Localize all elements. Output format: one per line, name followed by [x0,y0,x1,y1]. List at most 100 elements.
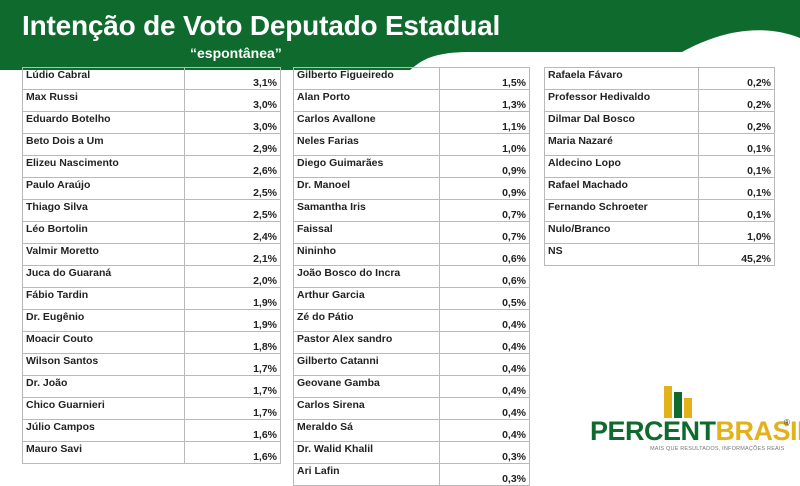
vote-percentage: 0,5% [439,287,530,310]
table-row: Thiago Silva 2,5% [22,199,281,222]
vote-percentage: 0,7% [439,199,530,222]
vote-percentage: 2,4% [184,221,281,244]
vote-percentage: 0,7% [439,221,530,244]
table-row: Neles Farias 1,0% [293,133,530,156]
candidate-name: Maria Nazaré [544,133,699,156]
candidate-name: Carlos Sirena [293,397,440,420]
table-row: Dr. Manoel 0,9% [293,177,530,200]
table-row: Fernando Schroeter 0,1% [544,199,775,222]
results-table-column-2: Gilberto Figueiredo 1,5% Alan Porto 1,3% Car… [293,67,530,486]
vote-percentage: 1,9% [184,287,281,310]
vote-percentage: 0,1% [698,133,775,156]
table-row: João Bosco do Incra 0,6% [293,265,530,288]
table-row: Chico Guarnieri 1,7% [22,397,281,420]
candidate-name: Professor Hedivaldo [544,89,699,112]
candidate-name: Lúdio Cabral [22,67,185,90]
table-row: Geovane Gamba 0,4% [293,375,530,398]
vote-percentage: 1,1% [439,111,530,134]
title-banner: Intenção de Voto Deputado Estadual “espo… [0,0,800,70]
table-row: Mauro Savi 1,6% [22,441,281,464]
results-table-column-3: Rafaela Fávaro 0,2% Professor Hedivaldo 0,2… [544,67,775,266]
table-row: Max Russi 3,0% [22,89,281,112]
table-row: Dr. João 1,7% [22,375,281,398]
table-row: Lúdio Cabral 3,1% [22,67,281,90]
candidate-name: Geovane Gamba [293,375,440,398]
candidate-name: Nulo/Branco [544,221,699,244]
candidate-name: Moacir Couto [22,331,185,354]
table-row: Léo Bortolin 2,4% [22,221,281,244]
candidate-name: João Bosco do Incra [293,265,440,288]
candidate-name: NS [544,243,699,266]
vote-percentage: 0,4% [439,309,530,332]
vote-percentage: 0,4% [439,331,530,354]
candidate-name: Thiago Silva [22,199,185,222]
vote-percentage: 0,1% [698,177,775,200]
vote-percentage: 0,4% [439,397,530,420]
candidate-name: Valmir Moretto [22,243,185,266]
table-row: Juca do Guaraná 2,0% [22,265,281,288]
vote-percentage: 1,7% [184,353,281,376]
vote-percentage: 1,6% [184,441,281,464]
candidate-name: Fernando Schroeter [544,199,699,222]
table-row: Meraldo Sá 0,4% [293,419,530,442]
candidate-name: Arthur Garcia [293,287,440,310]
banner-shape [0,0,800,70]
candidate-name: Wilson Santos [22,353,185,376]
vote-percentage: 2,5% [184,199,281,222]
table-row: Pastor Alex sandro 0,4% [293,331,530,354]
candidate-name: Fábio Tardin [22,287,185,310]
candidate-name: Eduardo Botelho [22,111,185,134]
table-row: Dr. Eugênio 1,9% [22,309,281,332]
vote-percentage: 1,9% [184,309,281,332]
candidate-name: Nininho [293,243,440,266]
vote-percentage: 0,6% [439,265,530,288]
candidate-name: Alan Porto [293,89,440,112]
candidate-name: Dr. João [22,375,185,398]
logo-tagline: MAIS QUE RESULTADOS, INFORMAÇÕES REAIS [650,446,785,452]
table-row: Elizeu Nascimento 2,6% [22,155,281,178]
candidate-name: Aldecino Lopo [544,155,699,178]
table-row: Fábio Tardin 1,9% [22,287,281,310]
candidate-name: Faissal [293,221,440,244]
results-table-column-1: Lúdio Cabral 3,1% Max Russi 3,0% Eduardo Bot… [22,67,281,464]
table-row: Rafaela Fávaro 0,2% [544,67,775,90]
table-row: Gilberto Figueiredo 1,5% [293,67,530,90]
candidate-name: Dr. Walid Khalil [293,441,440,464]
vote-percentage: 3,0% [184,111,281,134]
table-row: Valmir Moretto 2,1% [22,243,281,266]
table-row: Nininho 0,6% [293,243,530,266]
candidate-name: Zé do Pátio [293,309,440,332]
vote-percentage: 1,5% [439,67,530,90]
table-row: Rafael Machado 0,1% [544,177,775,200]
candidate-name: Dilmar Dal Bosco [544,111,699,134]
vote-percentage: 2,5% [184,177,281,200]
page-title: Intenção de Voto Deputado Estadual [22,10,501,41]
table-row: Dr. Walid Khalil 0,3% [293,441,530,464]
candidate-name: Samantha Iris [293,199,440,222]
table-row: Wilson Santos 1,7% [22,353,281,376]
table-row: Dilmar Dal Bosco 0,2% [544,111,775,134]
candidate-name: Gilberto Figueiredo [293,67,440,90]
vote-percentage: 2,1% [184,243,281,266]
table-row: Júlio Campos 1,6% [22,419,281,442]
candidate-name: Gilberto Catanni [293,353,440,376]
candidate-name: Neles Farias [293,133,440,156]
candidate-name: Diego Guimarães [293,155,440,178]
vote-percentage: 0,4% [439,419,530,442]
table-row: Eduardo Botelho 3,0% [22,111,281,134]
table-row: Paulo Araújo 2,5% [22,177,281,200]
vote-percentage: 1,7% [184,397,281,420]
table-row: Samantha Iris 0,7% [293,199,530,222]
candidate-name: Chico Guarnieri [22,397,185,420]
candidate-name: Dr. Manoel [293,177,440,200]
candidate-name: Pastor Alex sandro [293,331,440,354]
table-row: Gilberto Catanni 0,4% [293,353,530,376]
candidate-name: Rafael Machado [544,177,699,200]
candidate-name: Carlos Avallone [293,111,440,134]
vote-percentage: 2,9% [184,133,281,156]
candidate-name: Juca do Guaraná [22,265,185,288]
table-row: Alan Porto 1,3% [293,89,530,112]
table-row: Moacir Couto 1,8% [22,331,281,354]
table-row: Aldecino Lopo 0,1% [544,155,775,178]
table-row: Diego Guimarães 0,9% [293,155,530,178]
